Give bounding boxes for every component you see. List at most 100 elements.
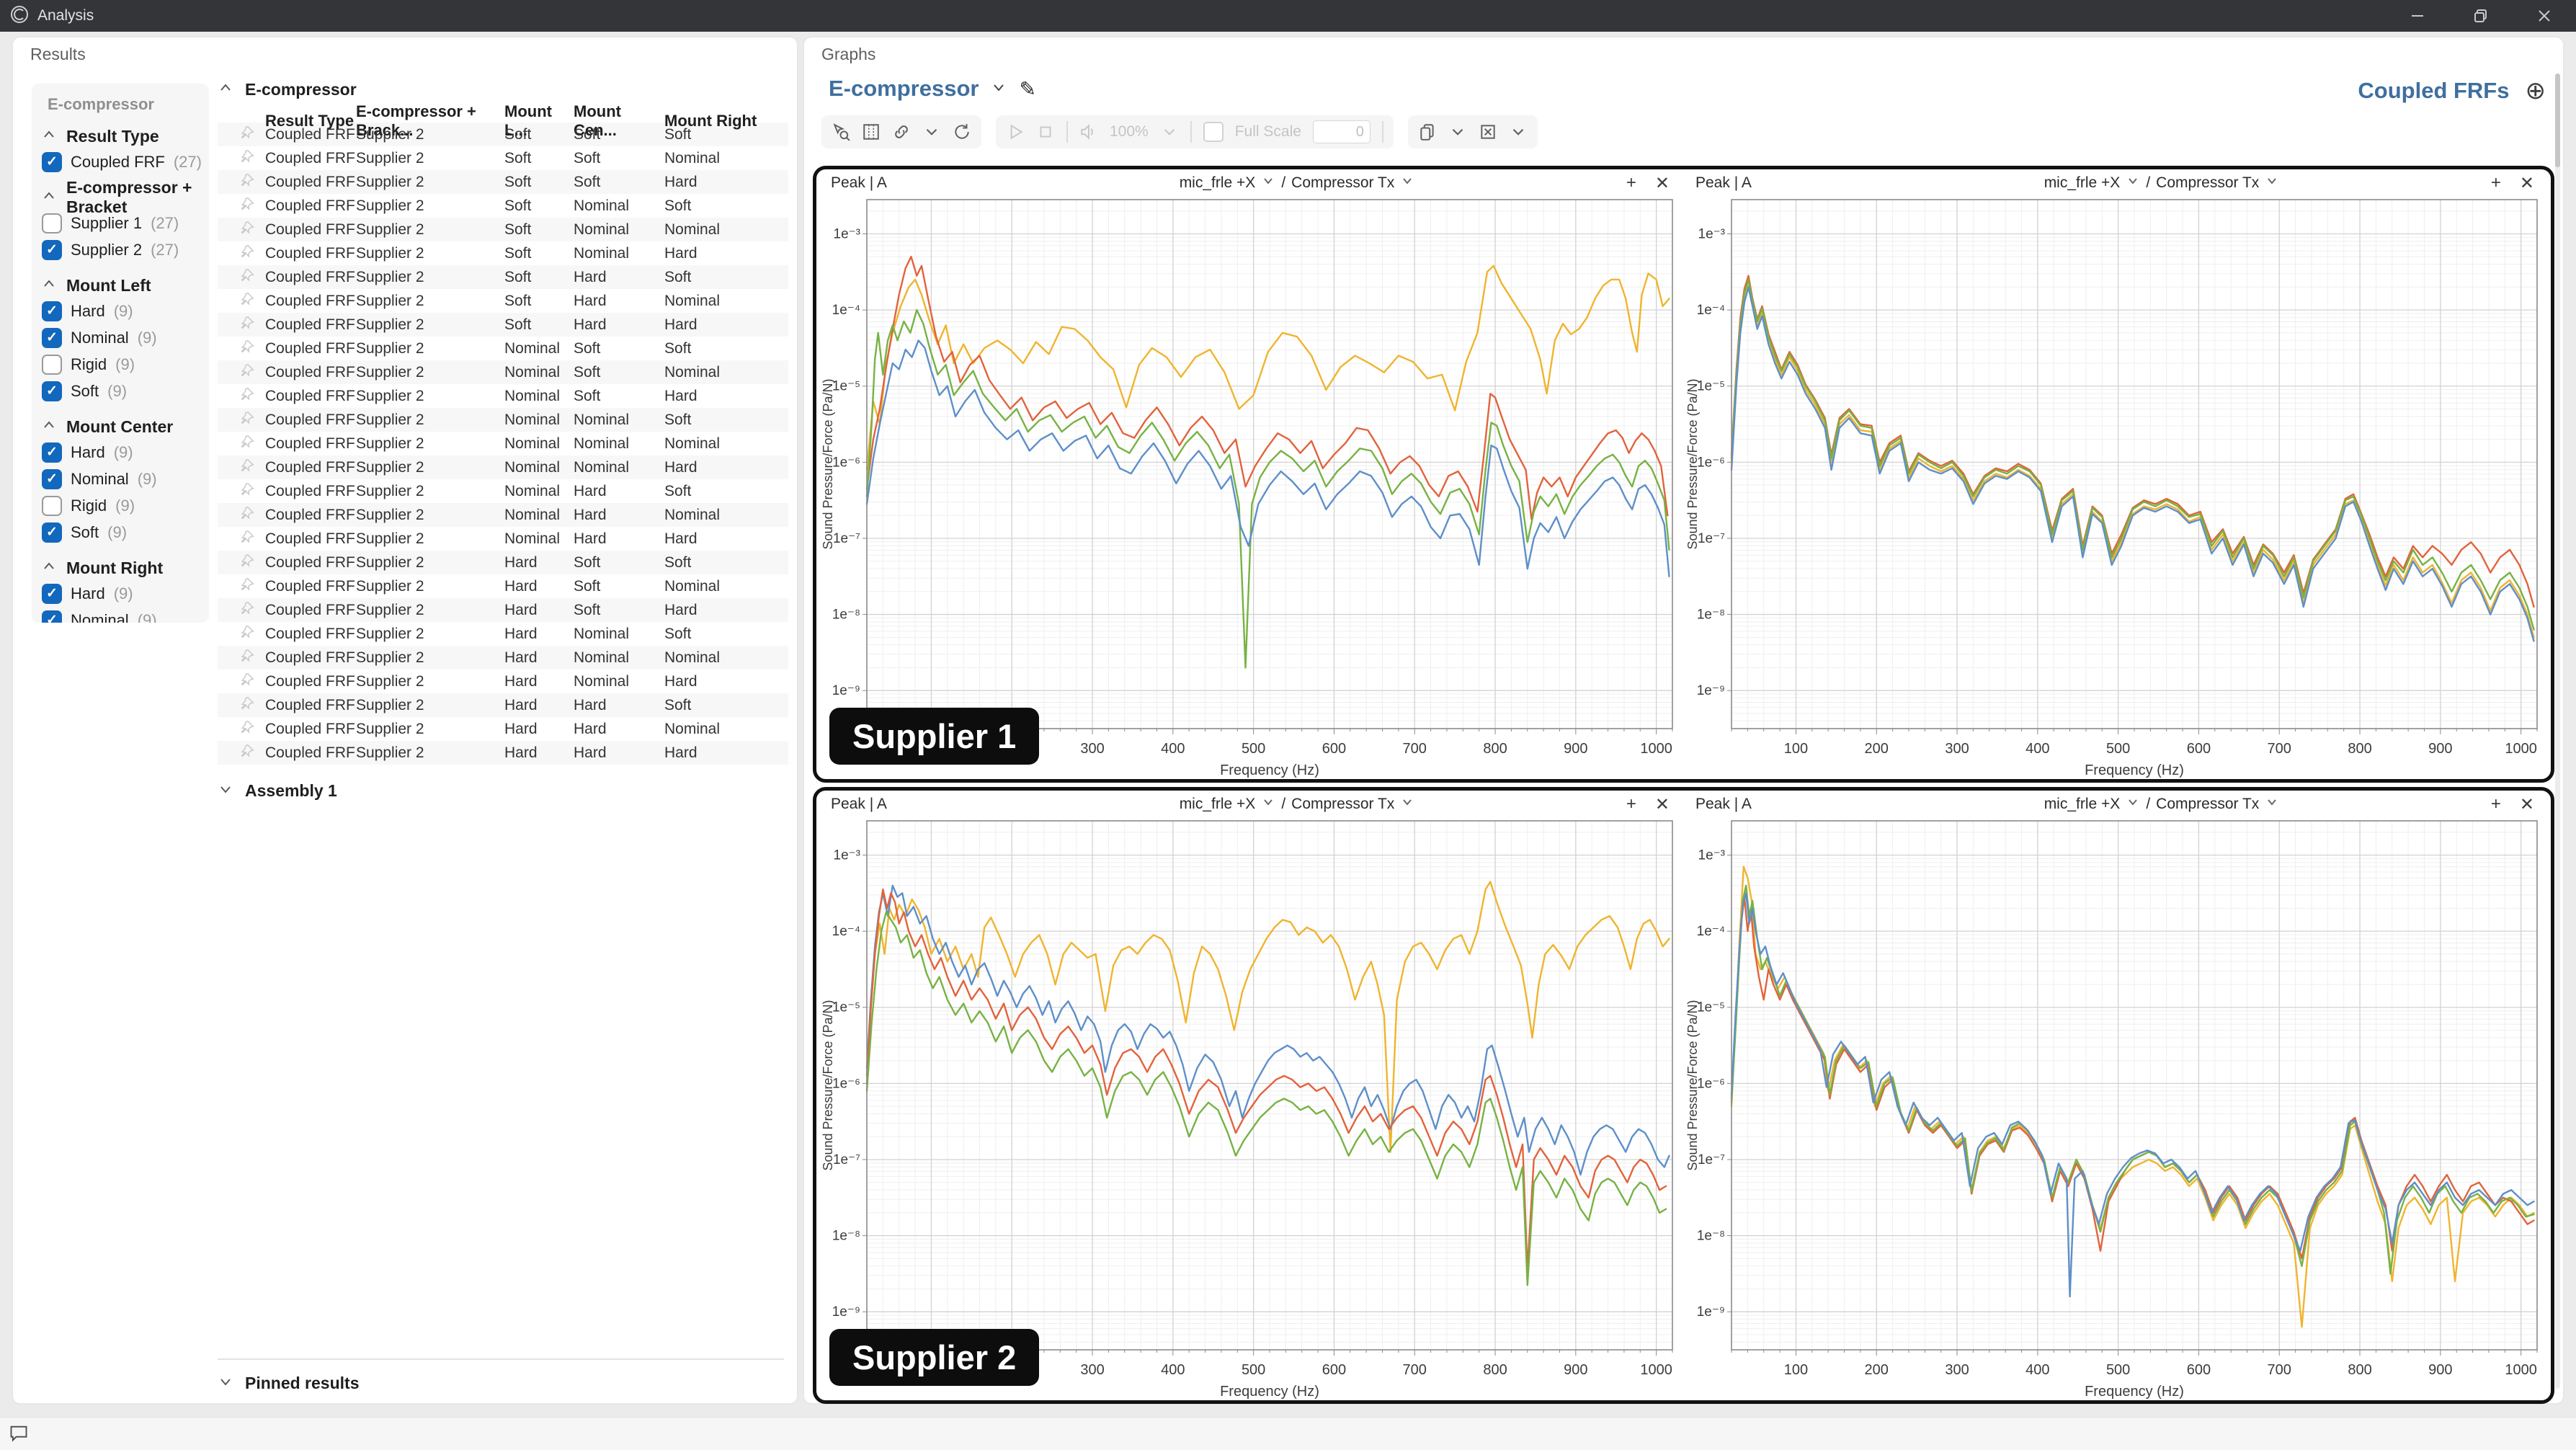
filter-group-header[interactable]: E-compressor + Bracket — [42, 185, 209, 210]
filter-item-soft[interactable]: ✓Soft(9) — [42, 519, 209, 546]
close-button[interactable] — [2513, 0, 2576, 32]
table-row[interactable]: Coupled FRFSupplier 2HardHardHard — [218, 741, 788, 765]
checkbox[interactable]: ✓ — [42, 152, 62, 172]
table-row[interactable]: Coupled FRFSupplier 2HardSoftNominal — [218, 574, 788, 598]
close-chart-button[interactable]: ✕ — [2520, 173, 2534, 194]
plot-area[interactable]: 1002003004005006007008009001000Frequency… — [1685, 194, 2544, 778]
checkbox[interactable]: ✓ — [42, 469, 62, 489]
table-row[interactable]: Coupled FRFSupplier 2NominalSoftSoft — [218, 337, 788, 360]
chevron-down-icon[interactable] — [2126, 795, 2140, 814]
plot-area[interactable]: 1002003004005006007008009001000Frequency… — [821, 815, 1680, 1399]
pin-icon[interactable] — [239, 172, 265, 192]
pin-icon[interactable] — [239, 244, 265, 264]
filter-group-header[interactable]: Mount Left — [42, 273, 209, 298]
pin-icon[interactable] — [239, 600, 265, 621]
table-row[interactable]: Coupled FRFSupplier 2NominalNominalNomin… — [218, 432, 788, 455]
feedback-bubble-icon[interactable] — [9, 1423, 29, 1444]
reference-dropdown[interactable]: Compressor Tx — [1291, 796, 1394, 813]
chevron-down-icon[interactable] — [1400, 795, 1414, 814]
plot-area[interactable]: 1002003004005006007008009001000Frequency… — [821, 194, 1680, 778]
table-row[interactable]: Coupled FRFSupplier 2HardSoftHard — [218, 598, 788, 622]
refresh-icon[interactable] — [953, 123, 971, 141]
channel-dropdown[interactable]: mic_frle +X — [2044, 796, 2121, 813]
filter-item-hard[interactable]: ✓Hard(9) — [42, 580, 209, 607]
add-chart-button[interactable]: + — [1626, 794, 1636, 815]
dataset-title[interactable]: E-compressor — [829, 76, 979, 102]
pin-icon[interactable] — [239, 458, 265, 478]
table-row[interactable]: Coupled FRFSupplier 2HardNominalSoft — [218, 622, 788, 646]
restore-button[interactable] — [2449, 0, 2513, 32]
pin-icon[interactable] — [239, 196, 265, 216]
table-row[interactable]: Coupled FRFSupplier 2HardHardSoft — [218, 693, 788, 717]
table-row[interactable]: Coupled FRFSupplier 2NominalHardNominal — [218, 503, 788, 527]
pin-icon[interactable] — [239, 220, 265, 240]
checkbox[interactable] — [42, 496, 62, 516]
chevron-down-icon[interactable] — [2126, 174, 2140, 192]
table-row[interactable]: Coupled FRFSupplier 2NominalNominalSoft — [218, 408, 788, 432]
table-row[interactable]: Coupled FRFSupplier 2SoftSoftHard — [218, 170, 788, 194]
table-row[interactable]: Coupled FRFSupplier 2SoftHardNominal — [218, 289, 788, 313]
filter-group-header[interactable]: Mount Right — [42, 556, 209, 580]
minimize-button[interactable] — [2386, 0, 2449, 32]
pin-icon[interactable] — [239, 434, 265, 454]
link-icon[interactable] — [892, 123, 911, 141]
table-row[interactable]: Coupled FRFSupplier 2HardNominalHard — [218, 670, 788, 693]
checkbox[interactable] — [42, 355, 62, 375]
full-scale-input[interactable]: 0 — [1313, 120, 1371, 143]
checkbox[interactable]: ✓ — [42, 240, 62, 260]
table-row[interactable]: Coupled FRFSupplier 2SoftSoftNominal — [218, 146, 788, 170]
clear-box-icon[interactable] — [1479, 123, 1497, 141]
table-row[interactable]: Coupled FRFSupplier 2SoftNominalNominal — [218, 218, 788, 241]
scrollbar-thumb[interactable] — [2555, 74, 2560, 167]
filter-item-hard[interactable]: ✓Hard(9) — [42, 439, 209, 466]
pinned-results-header[interactable]: Pinned results — [218, 1371, 784, 1395]
filter-item-nominal[interactable]: ✓Nominal(9) — [42, 324, 209, 351]
chevron-down-icon[interactable] — [922, 123, 941, 141]
table-row[interactable]: Coupled FRFSupplier 2NominalHardHard — [218, 527, 788, 551]
pin-icon[interactable] — [239, 719, 265, 739]
pin-icon[interactable] — [239, 695, 265, 716]
checkbox[interactable]: ✓ — [42, 381, 62, 401]
filter-item-rigid[interactable]: Rigid(9) — [42, 351, 209, 378]
pin-icon[interactable] — [239, 505, 265, 525]
close-chart-button[interactable]: ✕ — [2520, 794, 2534, 815]
channel-dropdown[interactable]: mic_frle +X — [2044, 174, 2121, 192]
plot-area[interactable]: 1002003004005006007008009001000Frequency… — [1685, 815, 2544, 1399]
checkbox[interactable]: ✓ — [42, 301, 62, 321]
table-group-ecompressor[interactable]: E-compressor — [218, 78, 788, 101]
chevron-down-icon[interactable] — [1448, 123, 1467, 141]
chevron-down-icon[interactable] — [990, 79, 1007, 99]
edit-pencil-icon[interactable]: ✎ — [1019, 77, 1035, 101]
filter-item-coupled-frf[interactable]: ✓Coupled FRF(27) — [42, 148, 209, 175]
add-chart-button[interactable]: + — [1626, 173, 1636, 194]
filter-item-supplier-2[interactable]: ✓Supplier 2(27) — [42, 236, 209, 263]
pin-icon[interactable] — [239, 267, 265, 288]
checkbox[interactable]: ✓ — [42, 522, 62, 543]
table-row[interactable]: Coupled FRFSupplier 2NominalSoftNominal — [218, 360, 788, 384]
table-row[interactable]: Coupled FRFSupplier 2SoftSoftSoft — [218, 123, 788, 146]
select-zoom-icon[interactable] — [832, 123, 850, 141]
vertical-scrollbar[interactable] — [2555, 74, 2560, 1389]
channel-dropdown[interactable]: mic_frle +X — [1180, 174, 1256, 192]
pin-icon[interactable] — [239, 529, 265, 549]
close-chart-button[interactable]: ✕ — [1655, 794, 1670, 815]
chevron-down-icon[interactable] — [1509, 123, 1528, 141]
checkbox[interactable]: ✓ — [42, 442, 62, 463]
table-row[interactable]: Coupled FRFSupplier 2SoftNominalSoft — [218, 194, 788, 218]
table-row[interactable]: Coupled FRFSupplier 2NominalNominalHard — [218, 455, 788, 479]
filter-item-nominal[interactable]: ✓Nominal(9) — [42, 607, 209, 623]
pin-icon[interactable] — [239, 362, 265, 383]
filter-group-header[interactable]: Mount Center — [42, 414, 209, 439]
filter-item-rigid[interactable]: Rigid(9) — [42, 492, 209, 519]
table-row[interactable]: Coupled FRFSupplier 2NominalHardSoft — [218, 479, 788, 503]
table-group-assembly1[interactable]: Assembly 1 — [218, 779, 788, 802]
chevron-down-icon[interactable] — [2265, 174, 2279, 192]
pin-icon[interactable] — [239, 743, 265, 763]
filter-item-soft[interactable]: ✓Soft(9) — [42, 378, 209, 404]
pin-icon[interactable] — [239, 291, 265, 311]
checkbox[interactable]: ✓ — [42, 584, 62, 604]
add-chart-button[interactable]: + — [2491, 173, 2501, 194]
add-circle-icon[interactable]: ⊕ — [2526, 76, 2546, 105]
pin-icon[interactable] — [239, 481, 265, 502]
reference-dropdown[interactable]: Compressor Tx — [1291, 174, 1394, 192]
